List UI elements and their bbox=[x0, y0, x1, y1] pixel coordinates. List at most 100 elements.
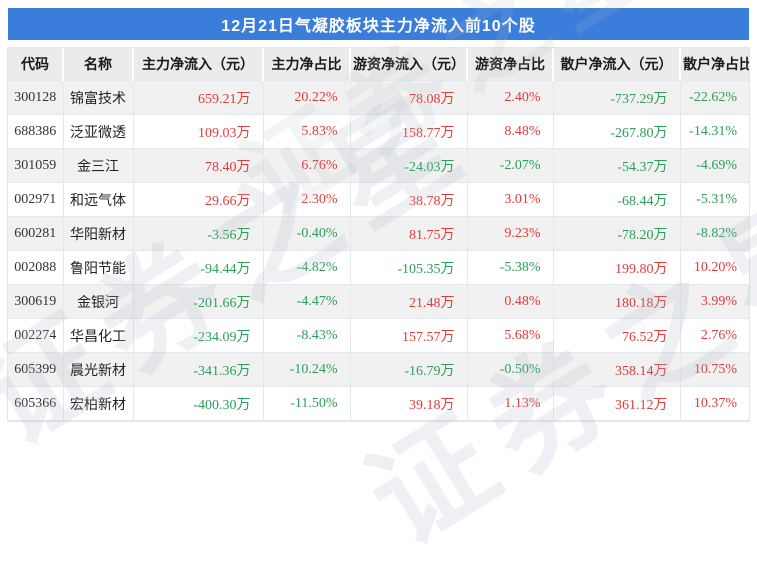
main-net-inflow-cell: -341.36万 bbox=[133, 352, 264, 387]
fund-flow-figure: 12月21日气凝胶板块主力净流入前10个股 代码 名称 主力净流入（元） 主力净占比游… bbox=[7, 8, 750, 422]
code-cell: 605366 bbox=[8, 386, 64, 421]
hot-money-net-inflow-cell: -105.35万 bbox=[350, 250, 468, 285]
column-header-retail-net-inflow: 散户净流入（元） bbox=[553, 48, 681, 81]
table-header: 代码 名称 主力净流入（元） 主力净占比 游资净流入（元） 游资净占比 散户净流入（元） 散户… bbox=[8, 48, 749, 81]
fund-flow-table: 代码 名称 主力净流入（元） 主力净占比 游资净流入（元） 游资净占比 散户净流入（元） 散户… bbox=[7, 47, 750, 422]
retail-net-inflow-cell: 180.18万 bbox=[553, 284, 681, 319]
table-row: 605399 晨光新材 -341.36万 -10.24% -16.79万 -0.50% 35… bbox=[8, 352, 749, 387]
table-row: 605366 宏柏新材 -400.30万 -11.50% 39.18万 1.13% 361.… bbox=[8, 386, 749, 421]
title-table-gap bbox=[8, 40, 749, 48]
code-cell: 300128 bbox=[8, 80, 64, 115]
retail-net-ratio-cell: 2.76% bbox=[680, 318, 749, 353]
name-cell: 华阳新材 bbox=[63, 216, 134, 251]
name-cell: 金银河 bbox=[63, 284, 134, 319]
name-cell: 锦富技术 bbox=[63, 80, 134, 115]
main-net-ratio-cell: 5.83% bbox=[263, 114, 351, 149]
retail-net-ratio-cell: -8.82% bbox=[680, 216, 749, 251]
main-net-inflow-cell: -400.30万 bbox=[133, 386, 264, 421]
name-cell: 金三江 bbox=[63, 148, 134, 183]
column-header-main-net-inflow: 主力净流入（元） bbox=[133, 48, 264, 81]
retail-net-inflow-cell: 76.52万 bbox=[553, 318, 681, 353]
name-cell: 泛亚微透 bbox=[63, 114, 134, 149]
hot-money-net-inflow-cell: -24.03万 bbox=[350, 148, 468, 183]
hot-money-net-ratio-cell: 0.48% bbox=[467, 284, 554, 319]
hot-money-net-ratio-cell: -5.38% bbox=[467, 250, 554, 285]
table-row: 301059 金三江 78.40万 6.76% -24.03万 -2.07% -54.37万… bbox=[8, 148, 749, 183]
code-cell: 300619 bbox=[8, 284, 64, 319]
hot-money-net-ratio-cell: 1.13% bbox=[467, 386, 554, 421]
name-cell: 鲁阳节能 bbox=[63, 250, 134, 285]
main-net-ratio-cell: -11.50% bbox=[263, 386, 351, 421]
hot-money-net-inflow-cell: 158.77万 bbox=[350, 114, 468, 149]
retail-net-ratio-cell: -22.62% bbox=[680, 80, 749, 115]
code-cell: 605399 bbox=[8, 352, 64, 387]
hot-money-net-ratio-cell: 5.68% bbox=[467, 318, 554, 353]
retail-net-inflow-cell: -78.20万 bbox=[553, 216, 681, 251]
main-net-inflow-cell: 659.21万 bbox=[133, 80, 264, 115]
column-header-hot-money-net-ratio: 游资净占比 bbox=[467, 48, 554, 81]
main-net-ratio-cell: -8.43% bbox=[263, 318, 351, 353]
code-cell: 301059 bbox=[8, 148, 64, 183]
hot-money-net-inflow-cell: 38.78万 bbox=[350, 182, 468, 217]
column-header-code: 代码 bbox=[8, 48, 64, 81]
code-cell: 002971 bbox=[8, 182, 64, 217]
table-header-row: 代码 名称 主力净流入（元） 主力净占比 游资净流入（元） 游资净占比 散户净流入（元） 散户… bbox=[8, 48, 749, 81]
table-row: 300619 金银河 -201.66万 -4.47% 21.48万 0.48% 180.18… bbox=[8, 284, 749, 319]
retail-net-ratio-cell: 10.20% bbox=[680, 250, 749, 285]
retail-net-ratio-cell: -5.31% bbox=[680, 182, 749, 217]
main-net-ratio-cell: -4.82% bbox=[263, 250, 351, 285]
column-header-main-net-ratio: 主力净占比 bbox=[263, 48, 351, 81]
retail-net-ratio-cell: 10.75% bbox=[680, 352, 749, 387]
retail-net-inflow-cell: 199.80万 bbox=[553, 250, 681, 285]
main-net-inflow-cell: 29.66万 bbox=[133, 182, 264, 217]
column-header-retail-net-ratio: 散户净占比 bbox=[680, 48, 749, 81]
table-title: 12月21日气凝胶板块主力净流入前10个股 bbox=[221, 18, 536, 35]
hot-money-net-ratio-cell: -0.50% bbox=[467, 352, 554, 387]
name-cell: 和远气体 bbox=[63, 182, 134, 217]
hot-money-net-ratio-cell: 2.40% bbox=[467, 80, 554, 115]
main-net-ratio-cell: -0.40% bbox=[263, 216, 351, 251]
main-net-inflow-cell: -201.66万 bbox=[133, 284, 264, 319]
retail-net-inflow-cell: -54.37万 bbox=[553, 148, 681, 183]
main-net-ratio-cell: -10.24% bbox=[263, 352, 351, 387]
table-body: 300128 锦富技术 659.21万 20.22% 78.08万 2.40% -737.2… bbox=[8, 80, 749, 421]
hot-money-net-inflow-cell: 81.75万 bbox=[350, 216, 468, 251]
retail-net-ratio-cell: -14.31% bbox=[680, 114, 749, 149]
hot-money-net-inflow-cell: 39.18万 bbox=[350, 386, 468, 421]
code-cell: 002088 bbox=[8, 250, 64, 285]
main-net-inflow-cell: -94.44万 bbox=[133, 250, 264, 285]
code-cell: 002274 bbox=[8, 318, 64, 353]
main-net-inflow-cell: 109.03万 bbox=[133, 114, 264, 149]
main-net-ratio-cell: -4.47% bbox=[263, 284, 351, 319]
table-row: 002274 华昌化工 -234.09万 -8.43% 157.57万 5.68% 76.5… bbox=[8, 318, 749, 353]
main-net-ratio-cell: 6.76% bbox=[263, 148, 351, 183]
hot-money-net-ratio-cell: 8.48% bbox=[467, 114, 554, 149]
column-header-name: 名称 bbox=[63, 48, 134, 81]
hot-money-net-inflow-cell: 78.08万 bbox=[350, 80, 468, 115]
table-row: 600281 华阳新材 -3.56万 -0.40% 81.75万 9.23% -78.20万… bbox=[8, 216, 749, 251]
column-header-hot-money-net-inflow: 游资净流入（元） bbox=[350, 48, 468, 81]
hot-money-net-ratio-cell: 3.01% bbox=[467, 182, 554, 217]
retail-net-ratio-cell: 10.37% bbox=[680, 386, 749, 421]
retail-net-inflow-cell: -68.44万 bbox=[553, 182, 681, 217]
name-cell: 宏柏新材 bbox=[63, 386, 134, 421]
hot-money-net-ratio-cell: -2.07% bbox=[467, 148, 554, 183]
retail-net-inflow-cell: -267.80万 bbox=[553, 114, 681, 149]
hot-money-net-inflow-cell: 157.57万 bbox=[350, 318, 468, 353]
retail-net-inflow-cell: -737.29万 bbox=[553, 80, 681, 115]
retail-net-inflow-cell: 358.14万 bbox=[553, 352, 681, 387]
main-net-inflow-cell: 78.40万 bbox=[133, 148, 264, 183]
code-cell: 688386 bbox=[8, 114, 64, 149]
retail-net-ratio-cell: -4.69% bbox=[680, 148, 749, 183]
table-row: 688386 泛亚微透 109.03万 5.83% 158.77万 8.48% -267.8… bbox=[8, 114, 749, 149]
main-net-ratio-cell: 20.22% bbox=[263, 80, 351, 115]
retail-net-inflow-cell: 361.12万 bbox=[553, 386, 681, 421]
name-cell: 晨光新材 bbox=[63, 352, 134, 387]
hot-money-net-inflow-cell: 21.48万 bbox=[350, 284, 468, 319]
table-title-bar: 12月21日气凝胶板块主力净流入前10个股 bbox=[8, 8, 749, 40]
table-row: 300128 锦富技术 659.21万 20.22% 78.08万 2.40% -737.2… bbox=[8, 80, 749, 115]
hot-money-net-inflow-cell: -16.79万 bbox=[350, 352, 468, 387]
table-row: 002971 和远气体 29.66万 2.30% 38.78万 3.01% -68.44万 -… bbox=[8, 182, 749, 217]
retail-net-ratio-cell: 3.99% bbox=[680, 284, 749, 319]
name-cell: 华昌化工 bbox=[63, 318, 134, 353]
